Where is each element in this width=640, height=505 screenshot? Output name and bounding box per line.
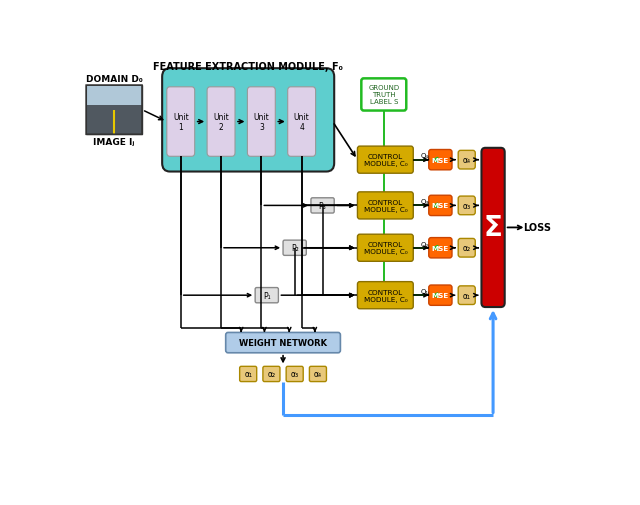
- Text: Unit
2: Unit 2: [213, 113, 229, 132]
- Text: O₃ⱼ: O₃ⱼ: [421, 199, 430, 205]
- Text: O₁ⱼ: O₁ⱼ: [421, 288, 430, 294]
- FancyBboxPatch shape: [358, 235, 413, 262]
- Text: P₁: P₁: [263, 291, 271, 300]
- Text: α₄: α₄: [463, 156, 471, 165]
- FancyBboxPatch shape: [288, 88, 316, 157]
- FancyBboxPatch shape: [429, 238, 452, 259]
- Text: α₄: α₄: [314, 370, 322, 379]
- FancyBboxPatch shape: [86, 86, 142, 135]
- Text: DOMAIN D₀: DOMAIN D₀: [86, 75, 143, 84]
- Text: α₃: α₃: [463, 201, 471, 211]
- Text: Unit
4: Unit 4: [294, 113, 310, 132]
- FancyBboxPatch shape: [309, 367, 326, 382]
- Text: Unit
1: Unit 1: [173, 113, 189, 132]
- FancyBboxPatch shape: [358, 282, 413, 309]
- Text: LOSS: LOSS: [524, 223, 551, 233]
- Text: P₃: P₃: [319, 201, 326, 211]
- FancyBboxPatch shape: [86, 106, 142, 135]
- Text: MSE: MSE: [432, 245, 449, 251]
- Text: CONTROL
MODULE, C₀: CONTROL MODULE, C₀: [364, 154, 407, 167]
- Text: MSE: MSE: [432, 203, 449, 209]
- FancyBboxPatch shape: [481, 148, 505, 308]
- Text: Σ: Σ: [484, 214, 502, 242]
- Text: MSE: MSE: [432, 292, 449, 298]
- FancyBboxPatch shape: [458, 151, 476, 170]
- Text: α₃: α₃: [291, 370, 299, 379]
- FancyBboxPatch shape: [255, 288, 278, 303]
- FancyBboxPatch shape: [286, 367, 303, 382]
- FancyBboxPatch shape: [239, 367, 257, 382]
- FancyBboxPatch shape: [311, 198, 334, 214]
- FancyBboxPatch shape: [263, 367, 280, 382]
- Text: IMAGE Iⱼ: IMAGE Iⱼ: [93, 138, 135, 147]
- FancyBboxPatch shape: [358, 147, 413, 174]
- FancyBboxPatch shape: [429, 196, 452, 216]
- FancyBboxPatch shape: [362, 79, 406, 111]
- Text: CONTROL
MODULE, C₀: CONTROL MODULE, C₀: [364, 242, 407, 255]
- FancyBboxPatch shape: [248, 88, 275, 157]
- Text: α₁: α₁: [244, 370, 252, 379]
- Text: WEIGHT NETWORK: WEIGHT NETWORK: [239, 338, 327, 347]
- Text: GROUND
TRUTH
LABEL S: GROUND TRUTH LABEL S: [368, 85, 399, 105]
- FancyBboxPatch shape: [283, 241, 307, 256]
- FancyBboxPatch shape: [358, 192, 413, 220]
- FancyBboxPatch shape: [458, 196, 476, 215]
- FancyBboxPatch shape: [458, 286, 476, 305]
- Text: α₂: α₂: [268, 370, 275, 379]
- FancyBboxPatch shape: [458, 239, 476, 258]
- Text: α₁: α₁: [463, 291, 471, 300]
- Text: CONTROL
MODULE, C₀: CONTROL MODULE, C₀: [364, 199, 407, 213]
- Text: MSE: MSE: [432, 158, 449, 163]
- FancyBboxPatch shape: [162, 69, 334, 172]
- Text: Unit
3: Unit 3: [253, 113, 269, 132]
- Text: α₂: α₂: [463, 244, 471, 253]
- Text: FEATURE EXTRACTION MODULE, F₀: FEATURE EXTRACTION MODULE, F₀: [153, 62, 343, 72]
- FancyBboxPatch shape: [167, 88, 195, 157]
- FancyBboxPatch shape: [86, 86, 142, 106]
- Text: O₂ⱼ: O₂ⱼ: [421, 241, 431, 247]
- Text: CONTROL
MODULE, C₀: CONTROL MODULE, C₀: [364, 289, 407, 302]
- FancyBboxPatch shape: [429, 150, 452, 171]
- FancyBboxPatch shape: [207, 88, 235, 157]
- FancyBboxPatch shape: [226, 333, 340, 353]
- Text: P₂: P₂: [291, 244, 298, 253]
- FancyBboxPatch shape: [429, 285, 452, 306]
- Text: O₄ⱼ: O₄ⱼ: [421, 153, 430, 159]
